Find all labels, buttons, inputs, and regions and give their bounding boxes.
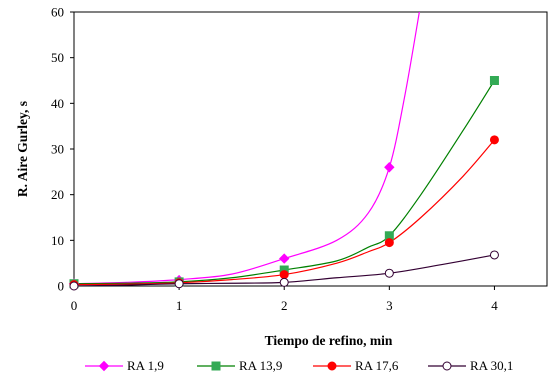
- y-tick-label: 50: [51, 50, 64, 65]
- legend-swatch-marker: [211, 361, 221, 371]
- legend-item-ra-1-9: RA 1,9: [85, 358, 164, 373]
- legend: RA 1,9 RA 13,9 RA 17,6 RA 30,1: [85, 358, 513, 373]
- legend-swatch-marker: [327, 361, 337, 371]
- x-axis-title: Tiempo de refino, min: [265, 333, 393, 348]
- x-tick-label: 3: [386, 298, 393, 313]
- data-point-ra-30-1: [384, 268, 394, 278]
- series-markers: [68, 76, 499, 291]
- legend-item-ra-13-9: RA 13,9: [197, 358, 282, 373]
- axes: 0 10 20 30 40 50 60 0 1 2 3 4: [51, 5, 548, 313]
- data-point-ra-30-1: [174, 279, 184, 289]
- data-point-ra-1-9: [279, 253, 290, 264]
- data-point-ra-1-9: [384, 162, 395, 173]
- data-point-ra-30-1: [279, 277, 289, 287]
- legend-label: RA 17,6: [355, 358, 399, 373]
- legend-swatch-marker: [98, 360, 110, 372]
- legend-item-ra-17-6: RA 17,6: [313, 358, 399, 373]
- legend-item-ra-30-1: RA 30,1: [428, 358, 513, 373]
- data-point-ra-17-6: [384, 238, 394, 248]
- data-point-ra-17-6: [279, 270, 289, 280]
- legend-label: RA 13,9: [239, 358, 282, 373]
- legend-label: RA 30,1: [470, 358, 513, 373]
- data-point-ra-30-1: [69, 281, 79, 291]
- y-tick-label: 10: [51, 233, 64, 248]
- y-axis-title: R. Aire Gurley, s: [15, 101, 30, 197]
- x-tick-label: 0: [71, 298, 78, 313]
- data-point-ra-30-1: [489, 250, 499, 260]
- y-tick-label: 30: [51, 142, 64, 157]
- data-point-ra-13-9: [489, 76, 499, 85]
- x-tick-label: 1: [176, 298, 183, 313]
- series-line-ra-13-9: [74, 80, 495, 285]
- series-line-ra-1-9: [74, 12, 420, 285]
- y-tick-label: 20: [51, 187, 64, 202]
- y-tick-label: 40: [51, 96, 64, 111]
- legend-label: RA 1,9: [127, 358, 164, 373]
- legend-swatch-marker: [442, 361, 452, 371]
- series-line-ra-17-6: [74, 139, 495, 286]
- data-point-ra-17-6: [489, 135, 499, 145]
- y-tick-label: 0: [58, 279, 65, 294]
- y-tick-label: 60: [51, 5, 64, 20]
- x-tick-label: 4: [491, 298, 498, 313]
- x-tick-label: 2: [281, 298, 288, 313]
